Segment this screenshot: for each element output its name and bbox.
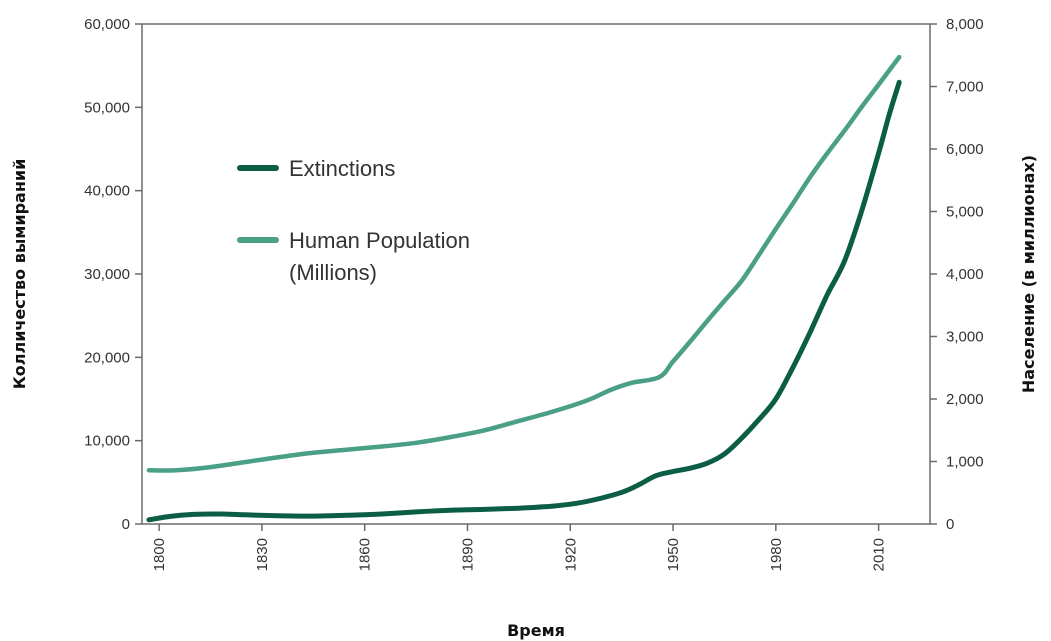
legend-label: Human Population — [289, 228, 470, 253]
x-tick-label: 1920 — [562, 538, 579, 571]
y-right-tick-label: 7,000 — [946, 79, 984, 96]
x-tick-label: 1950 — [665, 538, 682, 571]
y-left-tick-label: 30,000 — [84, 266, 130, 283]
x-axis-title: Время — [507, 621, 565, 640]
legend-label: (Millions) — [289, 260, 377, 285]
series-layer — [146, 54, 902, 523]
y-right-tick-label: 5,000 — [946, 204, 984, 221]
y-right-tick-label: 0 — [946, 516, 954, 533]
y-left-tick-label: 10,000 — [84, 433, 130, 450]
y-right-tick-label: 8,000 — [946, 16, 984, 33]
y-left-tick-label: 50,000 — [84, 99, 130, 116]
y-left-tick-label: 20,000 — [84, 349, 130, 366]
legend-label: Extinctions — [289, 156, 395, 181]
x-tick-label: 1980 — [768, 538, 785, 571]
x-tick-label: 1830 — [254, 538, 271, 571]
y-left-tick-label: 40,000 — [84, 183, 130, 200]
y-left-tick-label: 60,000 — [84, 16, 130, 33]
legend: Extinctions Human Population (Millions) — [237, 156, 470, 285]
axes-layer: 0 10,000 20,000 30,000 40,000 50,000 60,000 0 1,… — [84, 16, 983, 571]
y-axis-left-title: Колличество вымираний — [10, 159, 29, 390]
population-series-line — [146, 54, 902, 473]
x-tick-label: 1890 — [459, 538, 476, 571]
y-right-tick-label: 3,000 — [946, 329, 984, 346]
y-axis-right-title: Население (в миллионах) — [1019, 155, 1038, 393]
y-left-tick-label: 0 — [122, 516, 130, 533]
y-right-tick-label: 1,000 — [946, 454, 984, 471]
y-right-tick-label: 2,000 — [946, 391, 984, 408]
x-tick-label: 2010 — [871, 538, 888, 571]
plot-frame — [141, 23, 931, 525]
x-tick-label: 1800 — [151, 538, 168, 571]
y-right-tick-label: 6,000 — [946, 141, 984, 158]
y-right-tick-label: 4,000 — [946, 266, 984, 283]
x-tick-label: 1860 — [357, 538, 374, 571]
extinctions-series-line — [146, 79, 902, 523]
